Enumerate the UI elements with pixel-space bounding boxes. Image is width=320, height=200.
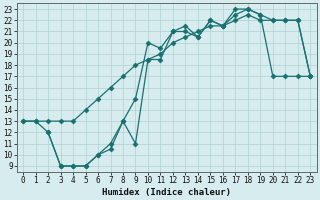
X-axis label: Humidex (Indice chaleur): Humidex (Indice chaleur) [102, 188, 231, 197]
